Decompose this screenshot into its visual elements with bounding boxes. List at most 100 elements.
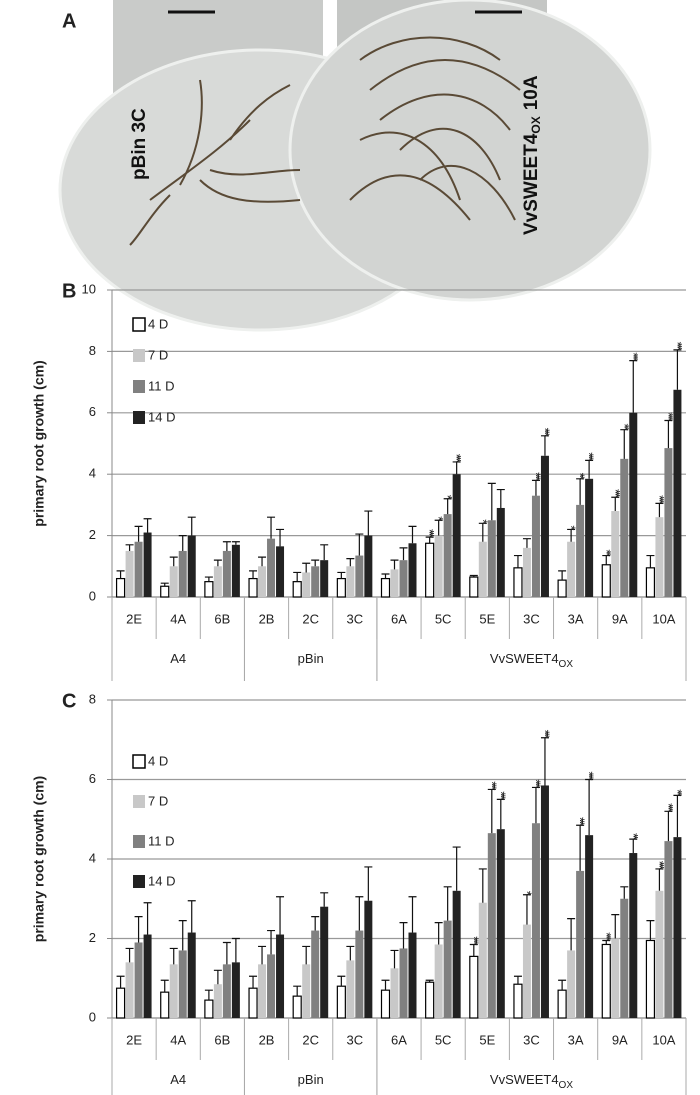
photo-label: pBin 3C [129, 108, 150, 180]
group-label-text: pBin [298, 1072, 324, 1087]
error-bar [293, 985, 302, 997]
x-tick-label: 2E [126, 611, 142, 626]
bar [134, 942, 143, 1018]
group-label: VvSWEET4OX [490, 651, 573, 669]
error-bar [249, 570, 258, 579]
bar [673, 389, 682, 597]
bar [390, 569, 399, 597]
significance: *** [449, 454, 464, 463]
bar [336, 985, 346, 1019]
bar [213, 566, 222, 597]
bar [425, 542, 435, 598]
bar [425, 981, 435, 1019]
x-tick-label: 6B [214, 611, 230, 626]
bar [380, 989, 391, 1019]
error-bar [540, 435, 549, 456]
group-label-text: A4 [170, 651, 186, 666]
legend-label: 14 D [148, 873, 175, 888]
bar [664, 448, 673, 597]
significance: *** [537, 730, 552, 739]
x-tick-label: 2B [259, 1032, 275, 1047]
significance: *** [422, 529, 437, 538]
petri-dish [288, 0, 652, 302]
x-tick-label: 5E [479, 1032, 495, 1047]
bar [276, 934, 285, 1018]
error-bar [487, 482, 496, 521]
error-bar [222, 941, 231, 965]
legend-label: 4 D [148, 316, 168, 331]
bar [629, 853, 638, 1018]
bar [601, 943, 611, 1019]
group-label: pBin [298, 1072, 324, 1087]
error-bar [576, 478, 585, 505]
bar [169, 566, 178, 597]
significance: *** [599, 932, 614, 941]
error-bar [646, 554, 655, 568]
y-tick-label: 0 [89, 588, 96, 603]
bar [380, 577, 391, 598]
error-bar [646, 920, 655, 941]
error-bar [346, 945, 355, 961]
error-bar [408, 525, 417, 544]
bar [390, 968, 399, 1018]
bar [408, 932, 417, 1018]
bar [125, 962, 134, 1018]
bar [248, 987, 258, 1019]
bar [487, 520, 496, 597]
bar [320, 560, 329, 597]
roots [129, 36, 521, 246]
y-tick-label: 4 [89, 466, 96, 481]
legend-swatch [132, 317, 146, 332]
bar [399, 560, 408, 597]
photo-label-text: VvSWEET4 [521, 133, 542, 235]
legend-swatch [133, 875, 145, 888]
legend-label: 14 D [148, 409, 175, 424]
error-bar [408, 896, 417, 933]
error-bar [302, 945, 311, 965]
panel-label: A [62, 10, 76, 32]
bar [364, 535, 373, 597]
x-tick-label: 5C [435, 1032, 452, 1047]
x-tick-label: 4A [170, 1032, 186, 1047]
error-bar [320, 892, 329, 907]
bar [620, 458, 629, 597]
x-tick-label: 10A [652, 1032, 675, 1047]
x-tick-label: 5C [435, 611, 452, 626]
error-bar [134, 525, 143, 542]
y-tick-label: 4 [89, 850, 96, 865]
error-bar [469, 943, 478, 957]
x-tick-label: 3C [523, 611, 540, 626]
bar [178, 950, 187, 1018]
group-label-sub: OX [559, 1080, 574, 1091]
error-bar [364, 866, 373, 901]
error-bar [222, 541, 231, 551]
error-bar [381, 573, 390, 579]
x-tick-label: 9A [612, 611, 628, 626]
error-bar [399, 922, 408, 949]
significance: ** [599, 549, 614, 556]
bar [585, 478, 594, 597]
x-tick-label: 5E [479, 611, 495, 626]
bar [557, 579, 567, 598]
error-bar [125, 544, 134, 551]
error-bar [116, 570, 125, 579]
bar [134, 541, 143, 597]
bar [267, 954, 276, 1018]
bar [567, 541, 576, 597]
error-bar [311, 916, 320, 931]
group-label-sub: OX [559, 659, 574, 670]
bar [664, 841, 673, 1018]
bar [655, 890, 664, 1018]
bar [601, 564, 611, 598]
bar [355, 930, 364, 1018]
error-bar [293, 571, 302, 582]
error-bar [143, 902, 152, 935]
bar [434, 944, 443, 1018]
error-bar [567, 918, 576, 951]
bar [267, 538, 276, 597]
x-tick-label: 2C [302, 611, 319, 626]
bar [478, 541, 487, 597]
error-bar [558, 570, 567, 581]
error-bar [178, 535, 187, 551]
